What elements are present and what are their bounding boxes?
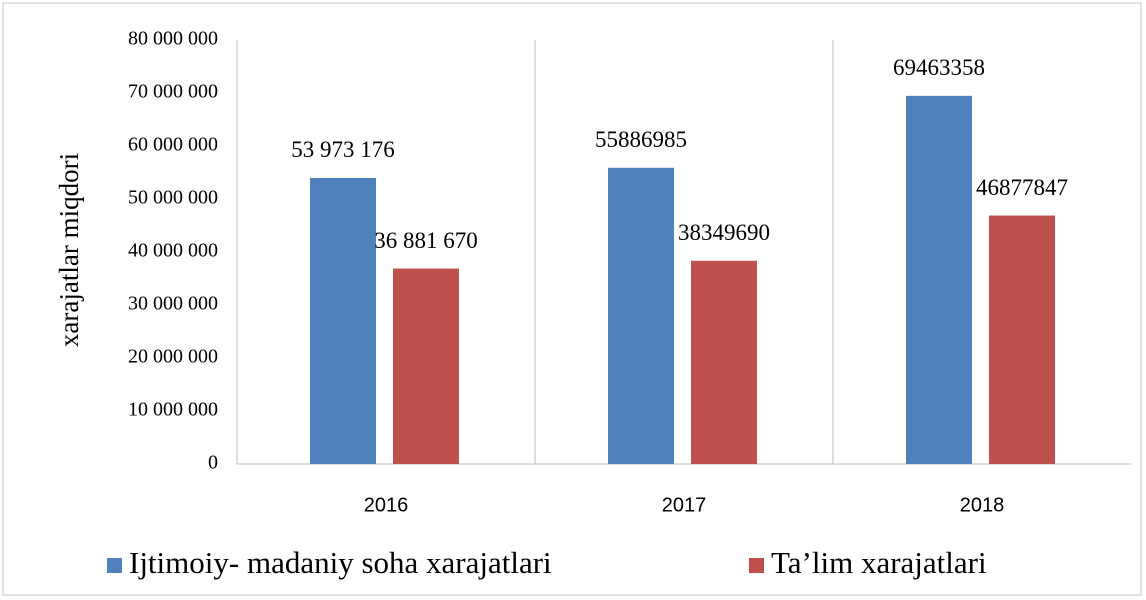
legend-label: Ta’lim xarajatlari <box>771 545 987 580</box>
y-tick-label: 70 000 000 <box>128 81 218 103</box>
bar <box>691 260 757 464</box>
bar <box>906 95 972 464</box>
data-label: 69463358 <box>893 55 985 80</box>
x-tick-label: 2017 <box>662 494 707 516</box>
x-tick-label: 2018 <box>960 494 1005 516</box>
bar <box>393 268 459 464</box>
y-tick-label: 40 000 000 <box>128 240 218 262</box>
bar <box>608 167 674 464</box>
legend-swatch <box>749 558 764 573</box>
y-tick-label: 10 000 000 <box>128 399 218 421</box>
y-tick-label: 50 000 000 <box>128 187 218 209</box>
y-axis-label: xarajatlar miqdori <box>54 153 84 347</box>
y-tick-label: 30 000 000 <box>128 293 218 315</box>
y-tick-label: 0 <box>208 452 218 474</box>
data-label: 55886985 <box>595 127 687 152</box>
data-label: 38349690 <box>678 220 770 245</box>
data-label: 36 881 670 <box>374 228 478 253</box>
x-tick-label: 2016 <box>364 494 409 516</box>
data-label: 53 973 176 <box>291 137 395 162</box>
legend-label: Ijtimoiy- madaniy soha xarajatlari <box>129 545 552 580</box>
legend-swatch <box>107 558 122 573</box>
bar <box>989 215 1055 464</box>
y-tick-label: 20 000 000 <box>128 346 218 368</box>
data-label: 46877847 <box>976 175 1068 200</box>
y-tick-label: 80 000 000 <box>128 28 218 50</box>
bar <box>310 177 376 464</box>
y-tick-label: 60 000 000 <box>128 134 218 156</box>
